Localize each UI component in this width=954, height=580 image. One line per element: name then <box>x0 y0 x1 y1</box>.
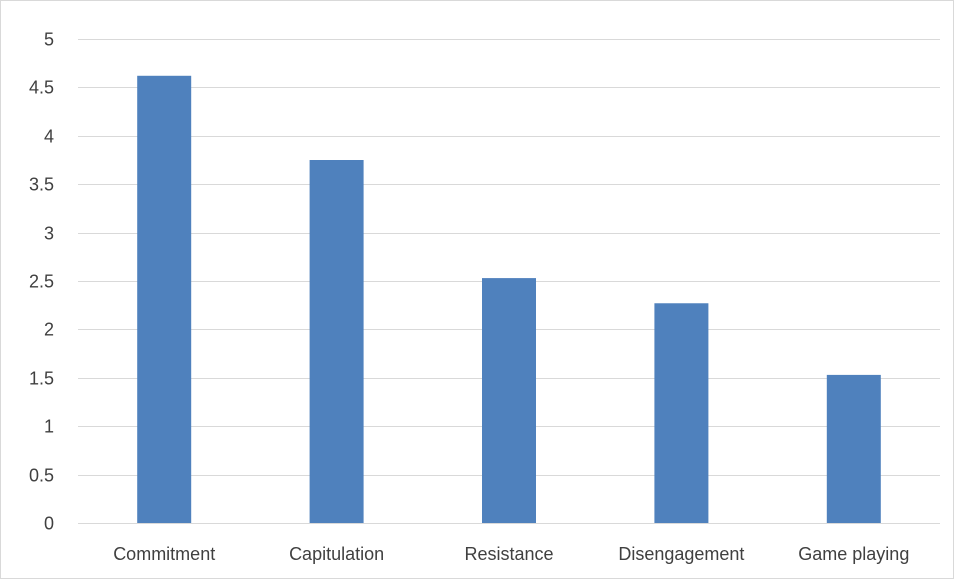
y-tick-label: 1.5 <box>29 369 54 389</box>
y-tick-label: 4 <box>44 127 54 147</box>
bar-disengagement <box>654 303 709 523</box>
bars <box>137 75 881 523</box>
y-tick-label: 0 <box>44 514 54 534</box>
bar-capitulation <box>309 160 364 523</box>
x-category-label: Commitment <box>113 544 215 564</box>
x-category-label: Game playing <box>798 544 909 564</box>
y-axis-ticks: 0 0.5 1 1.5 2 2.5 3 3.5 4 4.5 5 <box>29 30 54 534</box>
x-category-label: Capitulation <box>289 544 384 564</box>
y-tick-label: 3.5 <box>29 175 54 195</box>
y-tick-label: 5 <box>44 30 54 50</box>
bar-resistance <box>482 278 536 523</box>
x-category-label: Resistance <box>464 544 553 564</box>
x-axis-labels: Commitment Capitulation Resistance Disengag… <box>113 544 909 564</box>
y-tick-label: 3 <box>44 224 54 244</box>
bar-commitment <box>137 75 192 523</box>
y-tick-label: 2 <box>44 320 54 340</box>
x-category-label: Disengagement <box>618 544 744 564</box>
bar-game-playing <box>826 374 881 523</box>
y-tick-label: 0.5 <box>29 466 54 486</box>
y-tick-label: 2.5 <box>29 272 54 292</box>
y-tick-label: 4.5 <box>29 78 54 98</box>
y-tick-label: 1 <box>44 417 54 437</box>
